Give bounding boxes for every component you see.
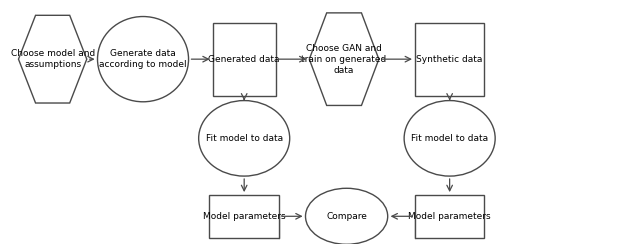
Text: Fit model to data: Fit model to data (205, 134, 283, 143)
Text: Fit model to data: Fit model to data (411, 134, 488, 143)
FancyBboxPatch shape (209, 195, 279, 238)
Text: Model parameters: Model parameters (203, 212, 285, 221)
Ellipse shape (305, 188, 388, 244)
Polygon shape (309, 13, 379, 105)
Text: Generate data
according to model: Generate data according to model (99, 49, 187, 69)
Text: Choose model and
assumptions: Choose model and assumptions (10, 49, 95, 69)
Text: Synthetic data: Synthetic data (417, 55, 483, 64)
Text: Choose GAN and
train on generated
data: Choose GAN and train on generated data (301, 44, 387, 75)
Ellipse shape (97, 16, 189, 102)
FancyBboxPatch shape (212, 23, 276, 96)
Polygon shape (19, 15, 87, 103)
Text: Model parameters: Model parameters (408, 212, 491, 221)
Text: Generated data: Generated data (209, 55, 280, 64)
Ellipse shape (198, 101, 290, 176)
FancyBboxPatch shape (415, 23, 484, 96)
Ellipse shape (404, 101, 495, 176)
FancyBboxPatch shape (415, 195, 484, 238)
Text: Compare: Compare (326, 212, 367, 221)
